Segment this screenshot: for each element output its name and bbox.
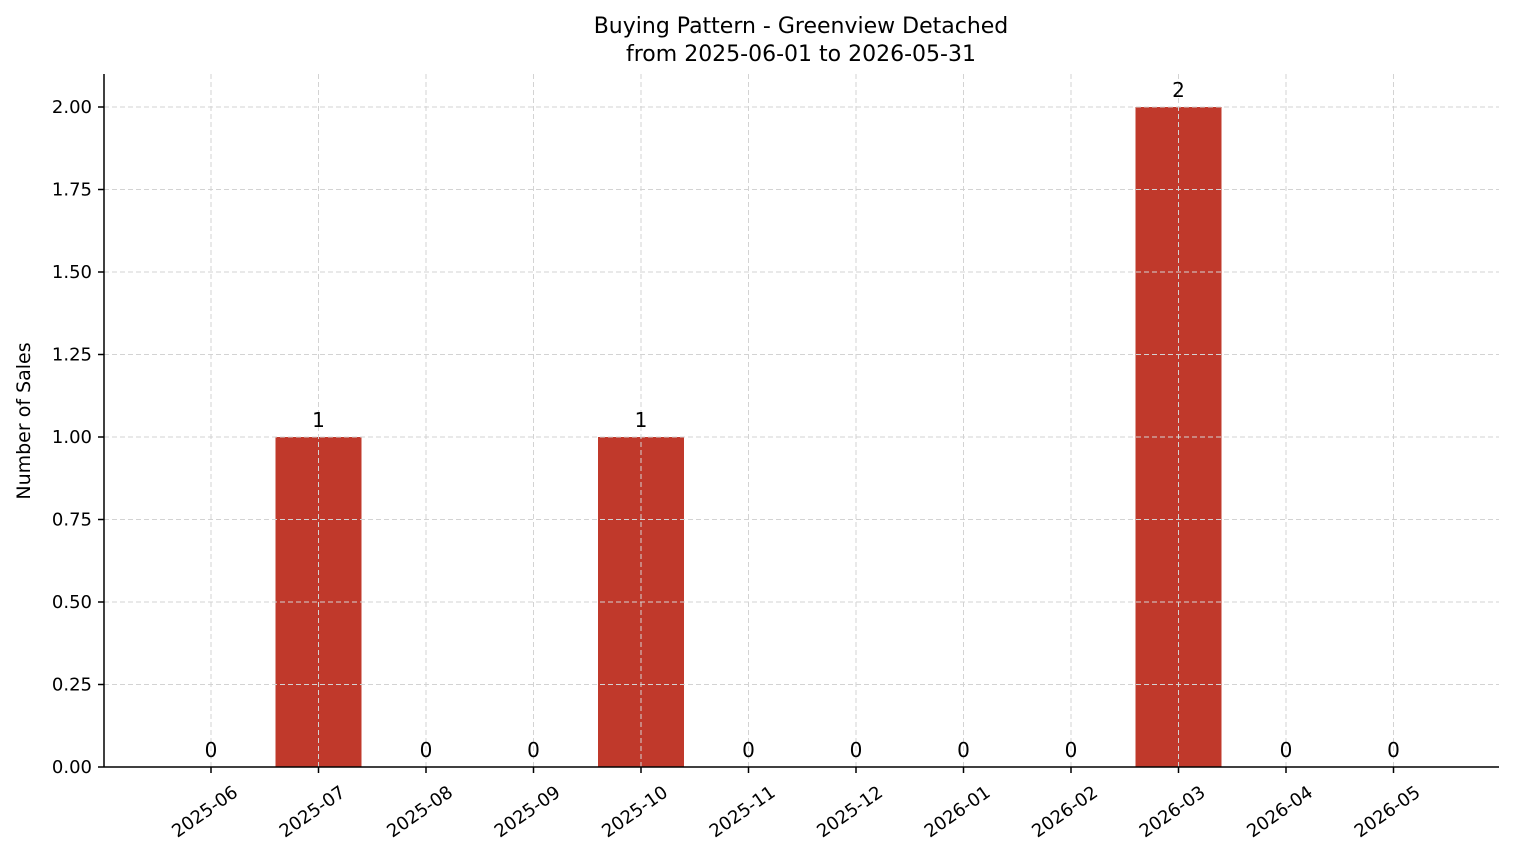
x-tick-label: 2026-03 xyxy=(1136,782,1210,842)
x-tick-label: 2025-11 xyxy=(706,782,780,842)
x-tick-label: 2025-07 xyxy=(276,782,350,842)
x-tick-label: 2025-09 xyxy=(491,782,565,842)
x-tick-label: 2026-01 xyxy=(921,782,995,842)
y-axis-label: Number of Sales xyxy=(13,342,35,499)
y-tick-label: 1.75 xyxy=(52,180,92,201)
x-tick-label: 2026-04 xyxy=(1243,782,1317,842)
x-tick-label: 2025-12 xyxy=(813,782,887,842)
x-tick-label: 2025-06 xyxy=(168,782,242,842)
chart-title: Buying Pattern - Greenview Detached xyxy=(594,14,1009,39)
x-tick-label: 2026-05 xyxy=(1351,782,1425,842)
y-tick-label: 1.00 xyxy=(52,427,92,448)
data-label-2026-03: 2 xyxy=(1172,78,1185,102)
data-label-2026-01: 0 xyxy=(957,738,970,762)
y-tick-label: 0.00 xyxy=(52,757,92,778)
data-label-2026-05: 0 xyxy=(1387,738,1400,762)
y-tick-label: 0.25 xyxy=(52,675,92,696)
chart-subtitle: from 2025-06-01 to 2026-05-31 xyxy=(626,42,976,67)
x-tick-label: 2026-02 xyxy=(1028,782,1102,842)
data-labels: 0 1 0 0 1 0 0 0 0 2 0 0 xyxy=(205,78,1400,762)
data-label-2026-04: 0 xyxy=(1280,738,1293,762)
data-label-2025-11: 0 xyxy=(742,738,755,762)
y-tick-label: 2.00 xyxy=(52,97,92,118)
y-tick-label: 1.50 xyxy=(52,262,92,283)
x-tick-label: 2025-08 xyxy=(383,782,457,842)
y-tick-label: 1.25 xyxy=(52,345,92,366)
data-label-2025-07: 1 xyxy=(312,408,325,432)
data-label-2025-10: 1 xyxy=(635,408,648,432)
x-tick-label: 2025-10 xyxy=(598,782,672,842)
data-label-2026-02: 0 xyxy=(1065,738,1078,762)
y-tick-label: 0.50 xyxy=(52,592,92,613)
gridlines xyxy=(104,74,1499,768)
data-label-2025-08: 0 xyxy=(420,738,433,762)
y-tick-label: 0.75 xyxy=(52,510,92,531)
data-label-2025-06: 0 xyxy=(205,738,218,762)
data-label-2025-09: 0 xyxy=(527,738,540,762)
data-label-2025-12: 0 xyxy=(850,738,863,762)
